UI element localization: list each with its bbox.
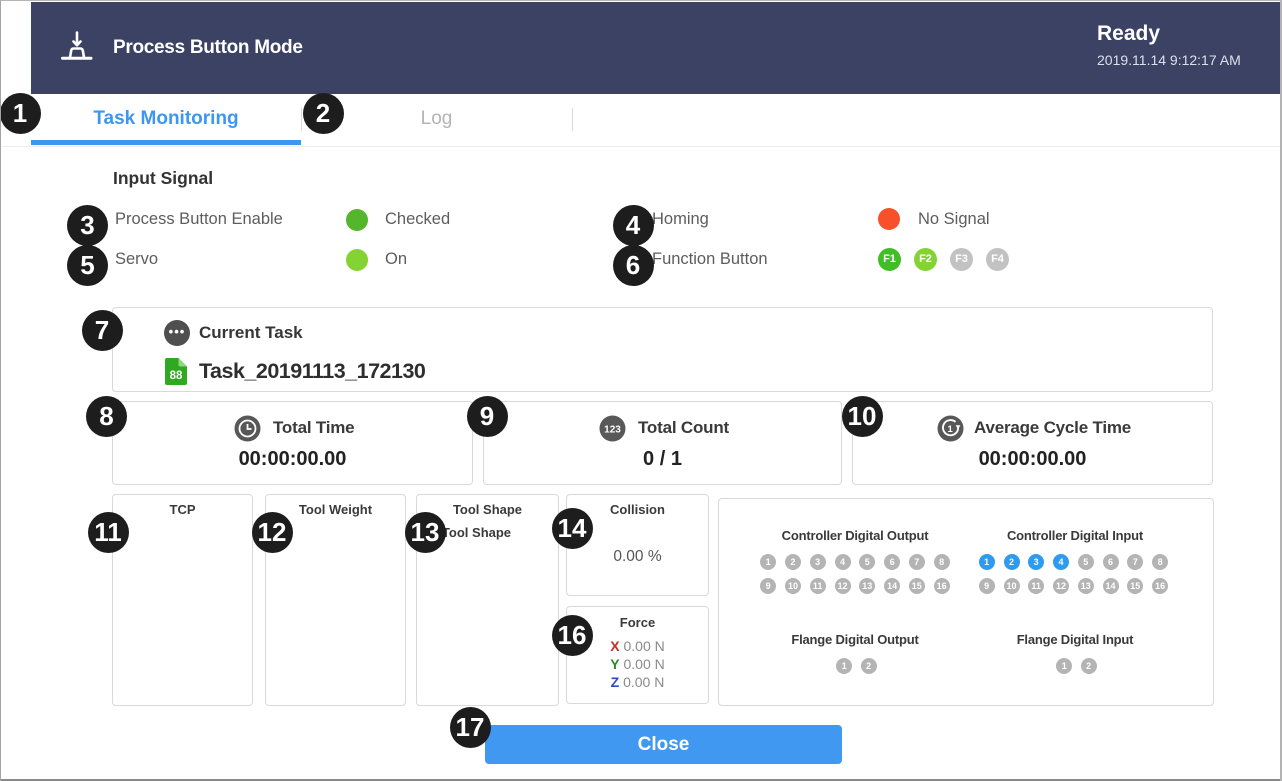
svg-text:123: 123 <box>604 425 621 436</box>
svg-text:1: 1 <box>948 424 954 435</box>
svg-text:88: 88 <box>170 370 183 382</box>
